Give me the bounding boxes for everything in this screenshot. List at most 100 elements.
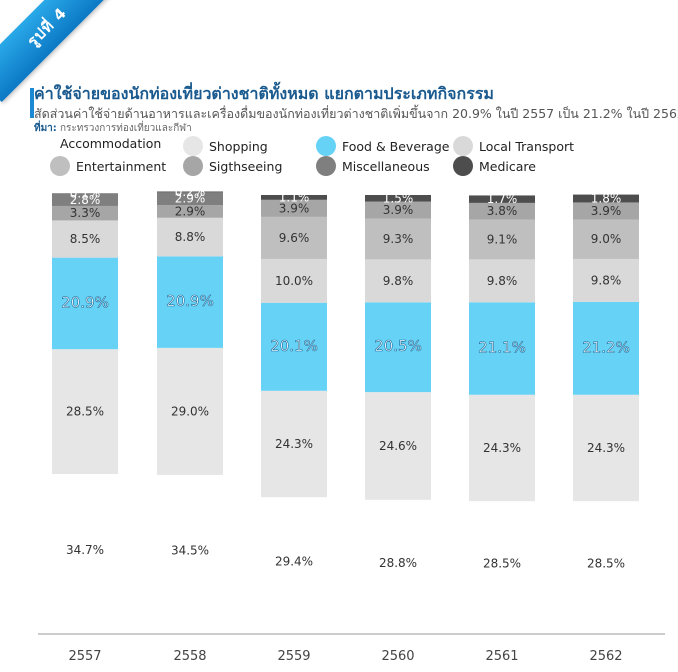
bar-segment-sigthseeing-2558 (157, 205, 223, 218)
x-tick-label: 2562 (589, 649, 622, 664)
source-label: ที่มา: (34, 123, 57, 134)
bar-segment-entertainment-2560 (365, 218, 431, 260)
bar-segment-food-beverage-2560 (365, 302, 431, 393)
bar-segment-sigthseeing-2562 (573, 202, 639, 220)
data-label: 8.8% (175, 230, 206, 244)
legend-item-medicare: Medicare (453, 156, 536, 176)
data-label: 3.9% (279, 201, 310, 215)
bar-segment-shopping-2560 (365, 392, 431, 500)
data-label: 29.0% (171, 404, 209, 418)
bar-segment-accommodation-2561 (469, 501, 535, 626)
chart-source: ที่มา: กระทรวงการท่องเที่ยวและกีฬา (34, 121, 192, 136)
legend-label: Sigthseeing (209, 158, 283, 174)
legend-item-food-beverage: Food & Beverage (316, 136, 449, 156)
legend-swatch (453, 136, 473, 156)
legend-label: Shopping (209, 138, 268, 154)
data-label: 8.5% (70, 232, 101, 246)
data-label: 20.5% (374, 337, 422, 355)
data-label: 1.7% (487, 192, 518, 206)
data-label: 20.9% (166, 292, 214, 310)
bar-segment-shopping-2559 (261, 390, 327, 498)
legend-item-local-transport: Local Transport (453, 136, 574, 156)
data-label: 21.2% (582, 338, 630, 356)
legend-label: Local Transport (479, 138, 575, 154)
bar-segment-local-transport-2561 (469, 259, 535, 303)
bar-segment-accommodation-2559 (261, 497, 327, 626)
bar-segment-sigthseeing-2560 (365, 201, 431, 219)
bar-segment-accommodation-2558 (157, 474, 223, 626)
legend-item-miscellaneous: Miscellaneous (316, 156, 430, 176)
data-label: 24.6% (379, 439, 417, 453)
data-label: 3.9% (383, 203, 414, 217)
bar-segment-medicare-2559 (261, 195, 327, 200)
data-label: 24.3% (275, 437, 313, 451)
title-accent-bar (30, 88, 34, 118)
bar-segment-sigthseeing-2557 (52, 205, 118, 221)
bar-segment-food-beverage-2559 (261, 302, 327, 391)
bar-segment-sigthseeing-2561 (469, 202, 535, 220)
legend-label: Accommodation (60, 136, 162, 151)
data-label: 28.5% (483, 557, 521, 571)
data-label: 9.1% (487, 232, 518, 246)
legend-swatch (183, 136, 203, 156)
bar-segment-miscellaneous-2557 (52, 193, 118, 206)
data-label: 1.8% (591, 192, 622, 206)
data-label: 24.3% (483, 441, 521, 455)
x-tick-label: 2557 (68, 649, 101, 664)
legend-swatch (316, 156, 336, 176)
data-label: 0.2% (175, 185, 206, 199)
bar-segment-accommodation-2557 (52, 474, 118, 626)
bar-segment-accommodation-2562 (573, 501, 639, 626)
legend-label: Entertainment (76, 158, 167, 174)
bar-segment-local-transport-2558 (157, 217, 223, 257)
legend-item-entertainment: Entertainment (50, 156, 166, 176)
data-label: 9.6% (279, 231, 310, 245)
chart-subtitle: สัดส่วนค่าใช้จ่ายด้านอาหารและเครื่องดื่ม… (34, 106, 678, 121)
bar-segment-food-beverage-2557 (52, 257, 118, 350)
legend-label: Medicare (479, 158, 536, 174)
data-label: 3.9% (591, 204, 622, 218)
data-label: 2.9% (175, 192, 206, 206)
bar-segment-local-transport-2559 (261, 258, 327, 303)
chart-title: ค่าใช้จ่ายของนักท่องเที่ยวต่างชาติทั้งหม… (34, 84, 494, 103)
legend-swatch (183, 156, 203, 176)
data-label: 34.7% (66, 543, 104, 557)
bar-segment-food-beverage-2558 (157, 256, 223, 348)
bar-segment-local-transport-2562 (573, 258, 639, 302)
bar-segment-shopping-2557 (52, 349, 118, 475)
data-label: 9.8% (591, 273, 622, 287)
data-label: 9.0% (591, 232, 622, 246)
data-label: 2.8% (70, 193, 101, 207)
bar-segment-entertainment-2561 (469, 219, 535, 260)
bar-segment-entertainment-2562 (573, 219, 639, 259)
data-label: 24.3% (587, 441, 625, 455)
data-label: 1.1% (279, 190, 310, 204)
legend-label: Food & Beverage (342, 138, 450, 154)
bar-segment-local-transport-2560 (365, 259, 431, 303)
bar-segment-shopping-2558 (157, 347, 223, 475)
bar-segment-medicare-2562 (573, 194, 639, 203)
data-label: 28.5% (66, 405, 104, 419)
data-label: 28.5% (587, 557, 625, 571)
bar-segment-sigthseeing-2559 (261, 199, 327, 217)
data-label: 21.1% (478, 339, 526, 357)
data-label: 28.8% (379, 556, 417, 570)
legend-swatch (453, 156, 473, 176)
bar-segment-entertainment-2559 (261, 216, 327, 259)
chart-legend: Accommodation Shopping Food & Beverage Loca… (0, 0, 678, 180)
bar-segment-shopping-2562 (573, 394, 639, 502)
bar-segment-food-beverage-2562 (573, 301, 639, 395)
bar-segment-local-transport-2557 (52, 220, 118, 258)
data-label: 34.5% (171, 543, 209, 557)
legend-item-shopping: Shopping (183, 136, 268, 156)
bar-segment-medicare-2560 (365, 195, 431, 202)
bar-segment-shopping-2561 (469, 394, 535, 502)
data-label: 20.1% (270, 337, 318, 355)
legend-label: Miscellaneous (342, 158, 430, 174)
legend-swatch (50, 156, 70, 176)
x-tick-label: 2558 (173, 649, 206, 664)
data-label: 3.8% (487, 204, 518, 218)
data-label: 10.0% (275, 274, 313, 288)
x-tick-label: 2559 (277, 649, 310, 664)
x-tick-label: 2561 (485, 649, 518, 664)
